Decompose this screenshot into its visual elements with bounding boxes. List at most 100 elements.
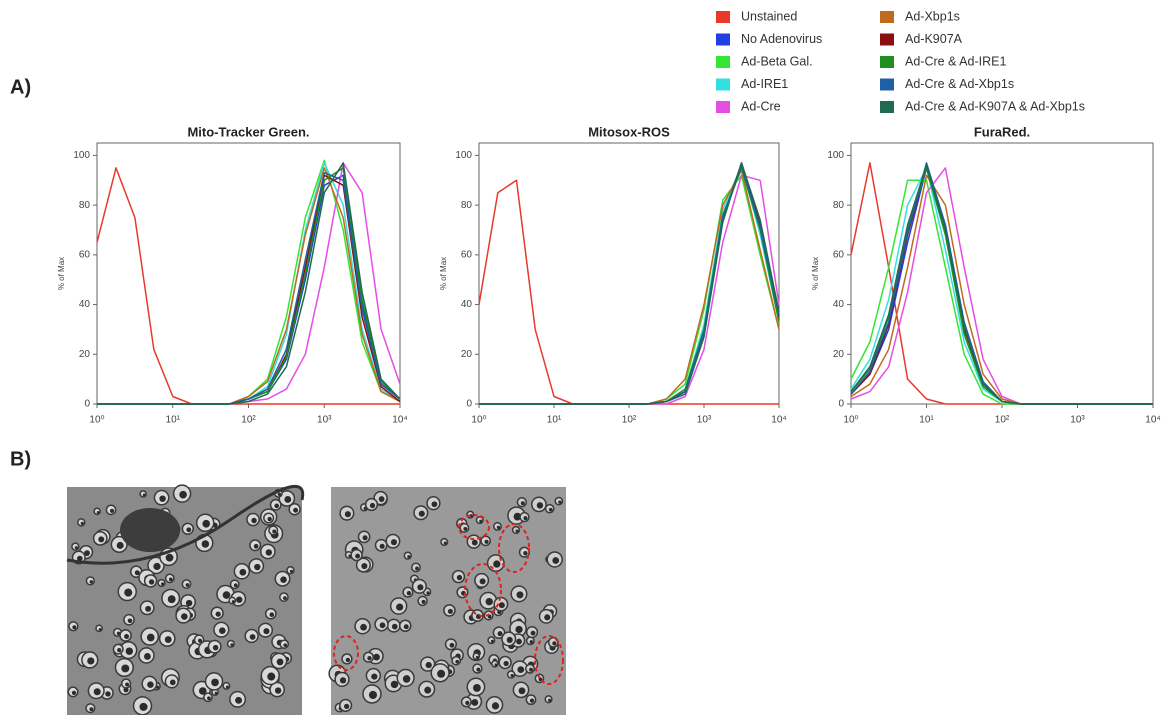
- texture: [344, 511, 351, 518]
- texture: [485, 597, 493, 606]
- texture: [71, 690, 77, 696]
- texture: [425, 661, 432, 669]
- texture: [280, 576, 287, 583]
- texture: [496, 525, 501, 530]
- texture: [476, 667, 481, 672]
- texture: [233, 583, 238, 588]
- texture: [493, 560, 501, 568]
- texture: [424, 686, 432, 694]
- y-tick-label: 60: [79, 249, 91, 260]
- texture: [516, 591, 524, 599]
- texture: [127, 618, 133, 624]
- series-line: [96, 167, 400, 405]
- x-tick-label: 10¹: [919, 415, 934, 426]
- texture: [437, 669, 446, 678]
- texture: [415, 566, 419, 571]
- texture: [148, 579, 155, 585]
- texture: [498, 602, 505, 609]
- texture: [124, 633, 130, 639]
- y-axis-label: % of Max: [57, 257, 66, 290]
- texture: [153, 562, 161, 571]
- legend-label: Ad-Cre & Ad-Xbp1s: [905, 77, 1014, 91]
- y-tick-label: 80: [461, 200, 473, 211]
- texture: [473, 684, 481, 692]
- legend-swatch: [716, 33, 730, 46]
- legend-swatch: [716, 11, 730, 23]
- texture: [121, 664, 130, 673]
- texture: [479, 519, 483, 523]
- texture: [379, 543, 385, 549]
- texture: [116, 631, 121, 636]
- texture: [93, 688, 101, 696]
- texture: [506, 636, 513, 644]
- series-line: [478, 179, 779, 405]
- texture: [552, 641, 557, 646]
- texture: [95, 624, 103, 633]
- x-tick-label: 10³: [317, 415, 332, 426]
- texture: [360, 623, 367, 631]
- x-tick-label: 10²: [241, 415, 256, 426]
- texture: [520, 501, 525, 506]
- series-line: [479, 162, 780, 405]
- texture: [251, 517, 257, 524]
- texture: [530, 630, 536, 636]
- texture: [139, 490, 147, 498]
- texture: [396, 603, 404, 611]
- texture: [390, 680, 399, 689]
- texture: [373, 653, 380, 661]
- texture: [146, 633, 155, 642]
- texture: [421, 599, 426, 604]
- texture: [125, 682, 130, 687]
- texture: [472, 652, 481, 661]
- texture: [529, 698, 535, 703]
- legend-label: No Adenovirus: [741, 32, 822, 46]
- y-tick-label: 40: [833, 299, 845, 310]
- texture: [225, 685, 229, 689]
- panel-label: B): [10, 448, 31, 470]
- legend-swatch: [716, 78, 730, 91]
- texture: [490, 639, 494, 643]
- texture: [479, 578, 486, 585]
- texture: [125, 647, 134, 655]
- texture: [74, 546, 78, 550]
- texture: [418, 510, 425, 517]
- texture: [515, 529, 519, 533]
- chart-title: FuraRed.: [974, 124, 1030, 139]
- texture: [185, 583, 190, 587]
- legend-label: Ad-Cre: [741, 99, 781, 113]
- texture: [471, 699, 479, 706]
- legend-label: Unstained: [741, 9, 797, 23]
- legend-label: Ad-IRE1: [741, 77, 788, 91]
- texture: [164, 636, 172, 643]
- texture: [417, 584, 424, 591]
- legend-label: Ad-Xbp1s: [905, 9, 960, 23]
- chart-title: Mito-Tracker Green.: [187, 124, 309, 139]
- texture: [548, 507, 553, 512]
- legend-swatch: [880, 11, 894, 23]
- texture: [515, 625, 523, 634]
- micrograph: [331, 487, 566, 715]
- texture: [89, 580, 94, 584]
- series-line: [479, 169, 780, 405]
- texture: [456, 574, 463, 581]
- series-line: [479, 174, 780, 405]
- y-tick-label: 20: [461, 349, 473, 360]
- texture: [558, 500, 562, 504]
- chart-title: Mitosox-ROS: [588, 124, 670, 139]
- texture: [289, 569, 294, 573]
- texture: [283, 596, 287, 600]
- texture: [207, 696, 211, 701]
- texture: [552, 557, 560, 564]
- texture: [516, 638, 522, 645]
- y-tick-label: 0: [838, 399, 844, 410]
- texture: [165, 553, 174, 562]
- texture: [147, 681, 154, 688]
- texture: [197, 638, 203, 643]
- highlight: [534, 635, 564, 685]
- texture: [87, 657, 95, 665]
- x-tick-label: 10³: [1070, 415, 1085, 426]
- texture: [277, 492, 282, 496]
- texture: [239, 568, 247, 576]
- texture: [269, 612, 275, 617]
- texture: [379, 622, 386, 629]
